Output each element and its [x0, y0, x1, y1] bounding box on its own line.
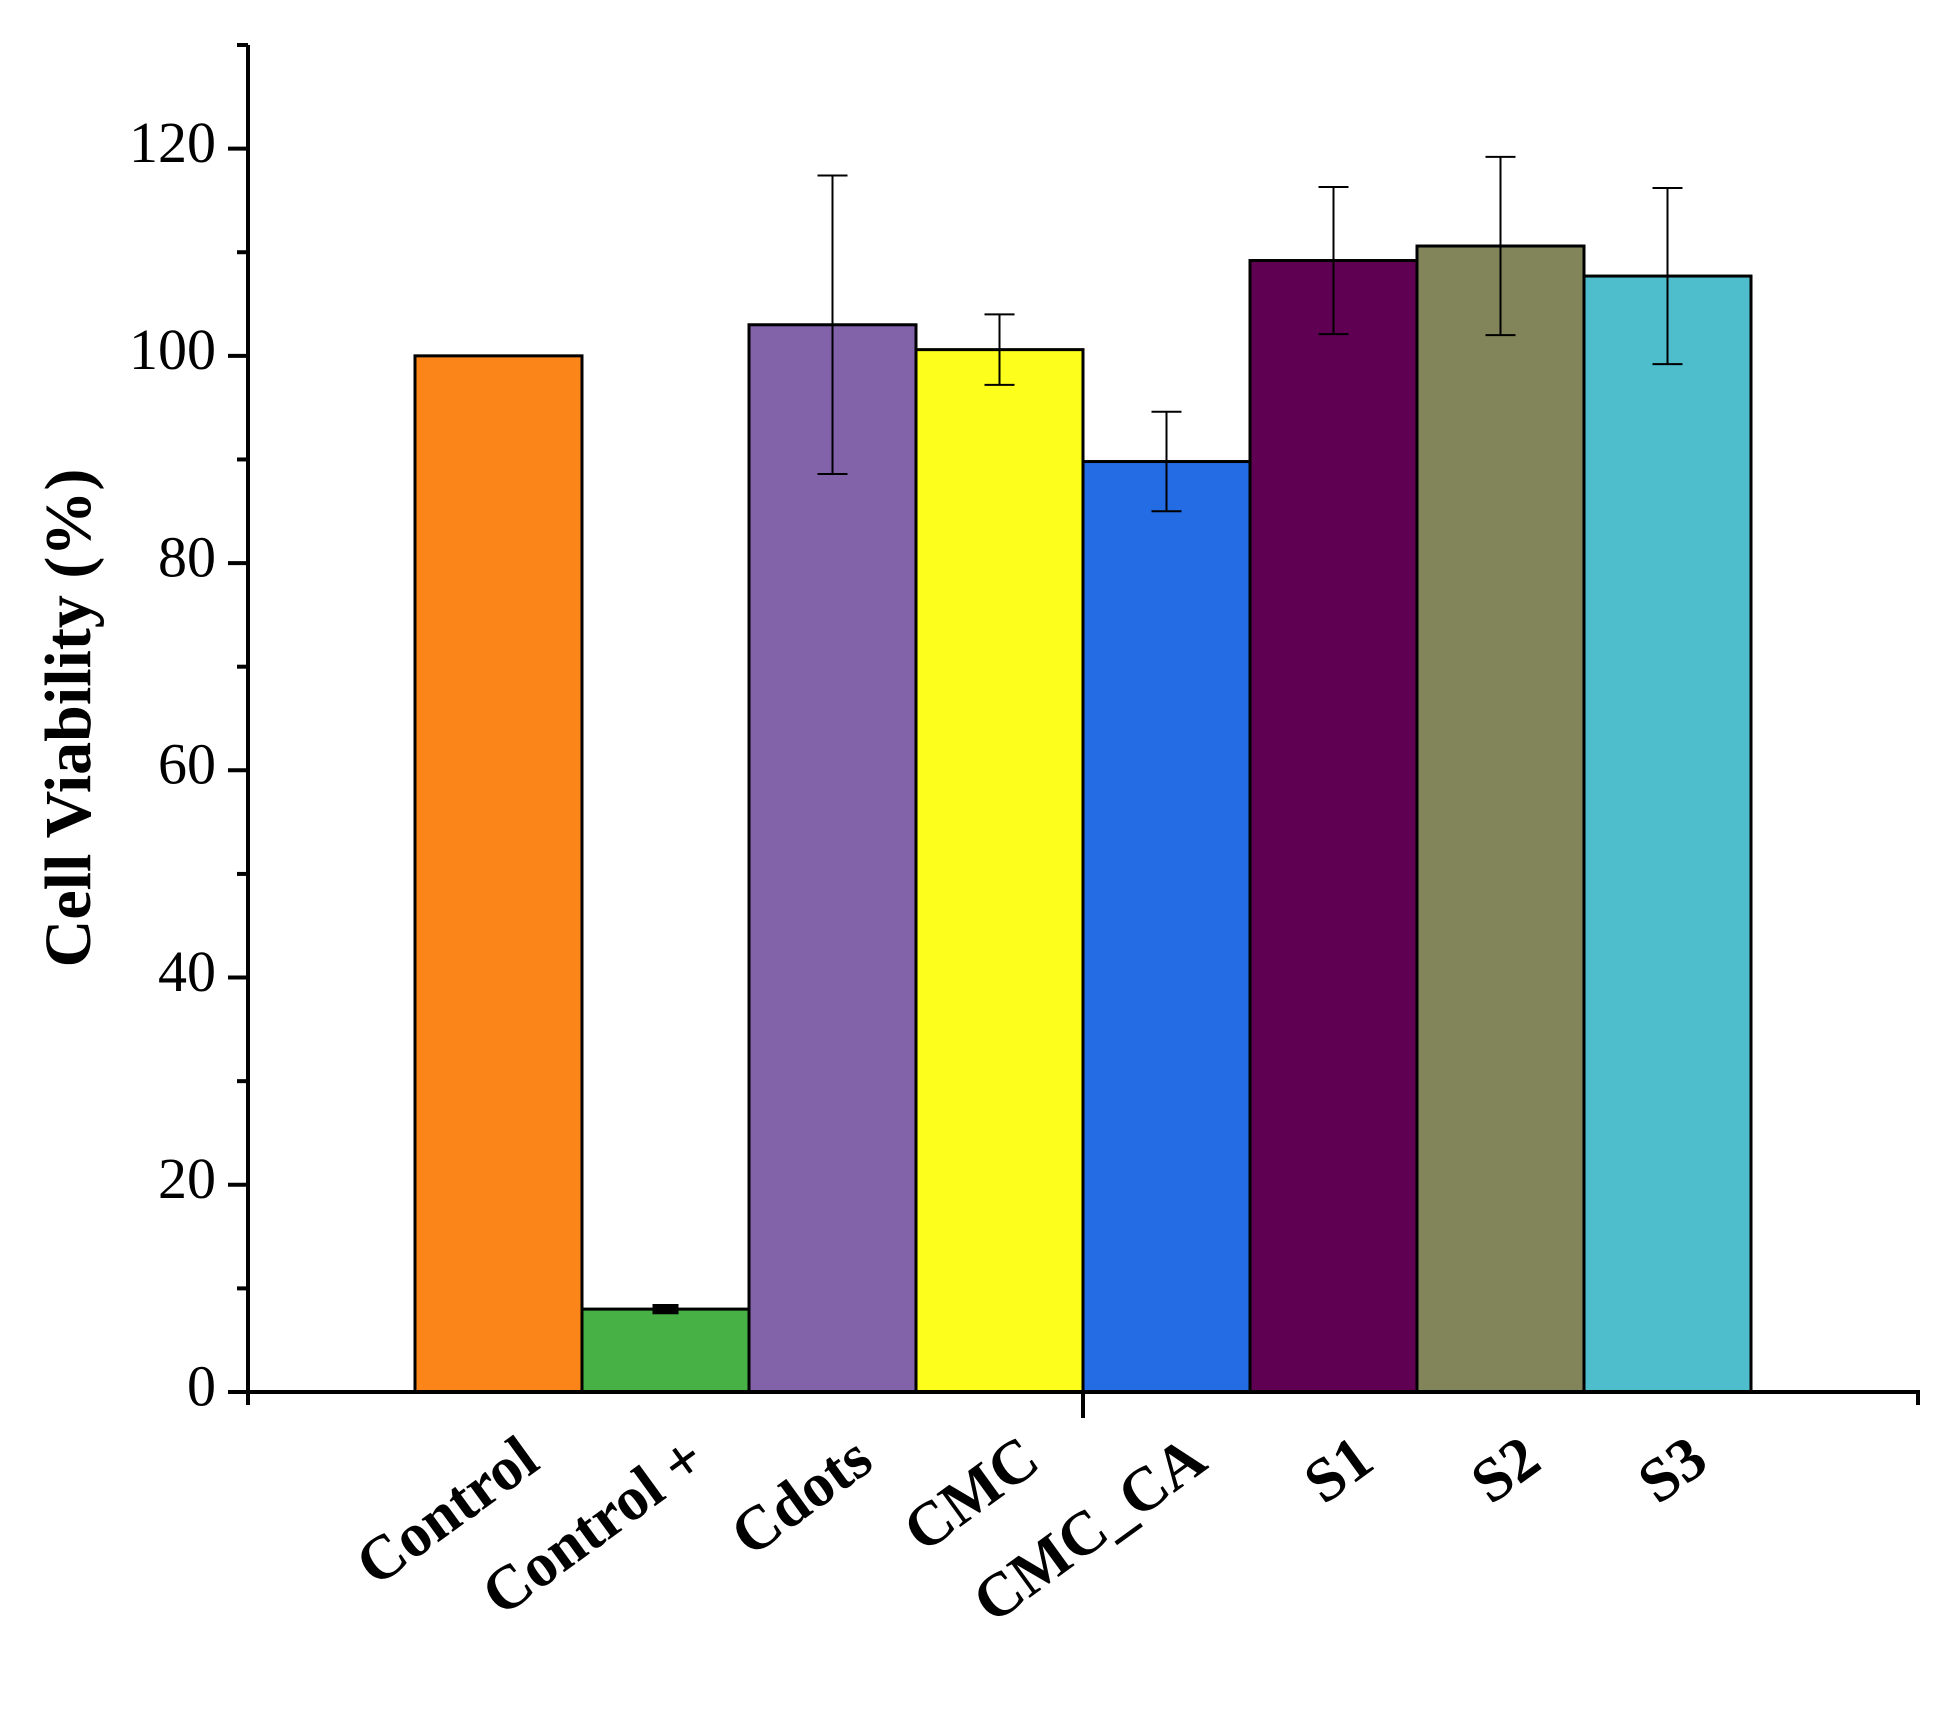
bar-cdots [747, 323, 918, 1394]
bar-cmc [914, 348, 1085, 1394]
error-bar-s3 [1652, 186, 1683, 366]
x-tick-label: S3 [1626, 1423, 1719, 1517]
y-tick-label: 60 [158, 732, 216, 797]
y-ticks-layer: 0 20 40 60 80 100 120 [129, 43, 248, 1418]
x-tick-label: S2 [1459, 1423, 1552, 1517]
bar-cmc-ca [1081, 460, 1252, 1394]
x-tick-label: S1 [1292, 1423, 1385, 1517]
error-bar-control [652, 1303, 679, 1315]
error-bar-cdots [817, 174, 848, 475]
axes-layer [246, 45, 1920, 1418]
y-tick-label: 120 [129, 110, 216, 175]
y-axis-title: Cell Viability (%) [32, 469, 105, 968]
bar-s3 [1582, 274, 1753, 1394]
x-tick-label: Cdots [719, 1423, 884, 1569]
bars-layer [413, 244, 1753, 1394]
y-tick-label: 100 [129, 317, 216, 382]
bar-control [580, 1307, 751, 1394]
bar-s2 [1415, 244, 1586, 1394]
error-bar-cmc-ca [1151, 410, 1182, 513]
y-tick-label: 40 [158, 939, 216, 1004]
error-bars-layer [652, 155, 1683, 1315]
error-bar-s1 [1318, 185, 1349, 336]
bar-s1 [1248, 259, 1419, 1394]
y-tick-label: 80 [158, 524, 216, 589]
y-tick-label: 0 [187, 1353, 216, 1418]
error-bar-cmc [984, 313, 1015, 386]
error-bar-s2 [1485, 155, 1516, 337]
y-tick-label: 20 [158, 1146, 216, 1211]
bar-control [413, 354, 584, 1394]
